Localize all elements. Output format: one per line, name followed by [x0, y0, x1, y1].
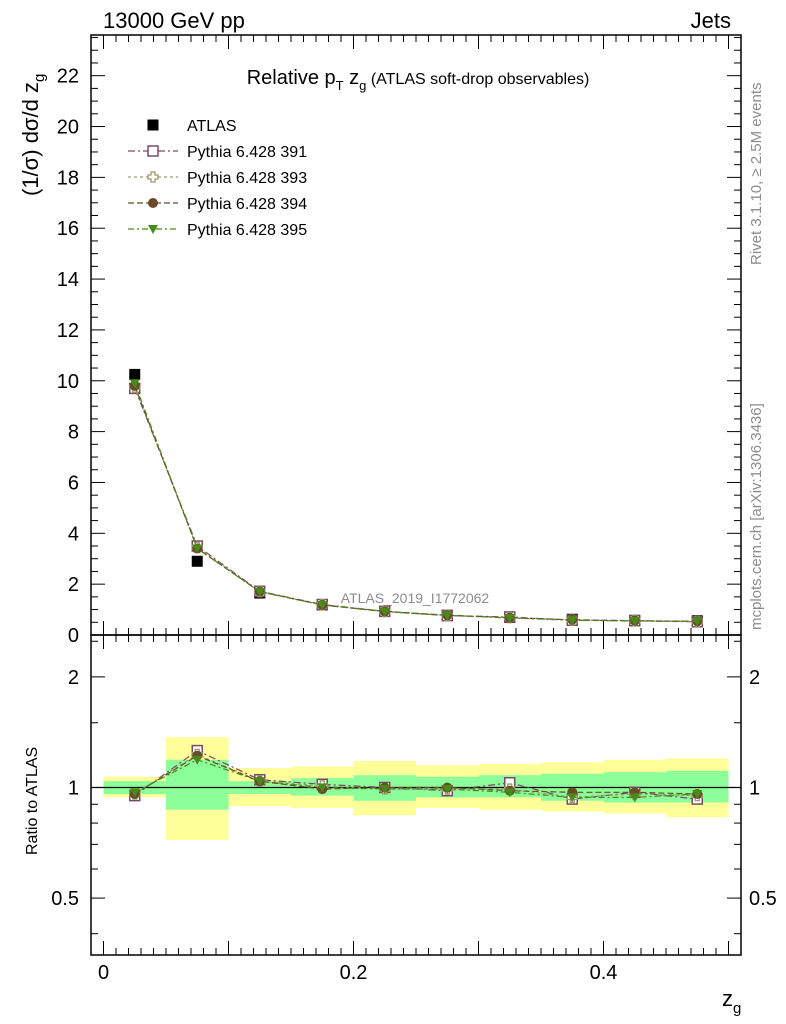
x-label-text: z — [722, 986, 733, 1011]
main-plot-area: 0 2 4 6 8 10 12 14 16 18 20 22 — [57, 34, 742, 647]
legend-marker-p393 — [147, 171, 159, 183]
main-point-p395-6 — [504, 613, 515, 623]
rivet-version-label: Rivet 3.1.10, ≥ 2.5M events — [748, 83, 765, 266]
legend-label-p395: Pythia 6.428 395 — [187, 222, 307, 239]
ratio-point-p395-8 — [629, 793, 640, 803]
analysis-watermark: ATLAS_2019_I1772062 — [341, 590, 490, 606]
main-y-tick-label: 22 — [57, 66, 79, 88]
title-sub-g: g — [359, 78, 366, 93]
legend-item-atlas: ATLAS — [147, 118, 237, 135]
legend-label-p394: Pythia 6.428 394 — [187, 196, 307, 213]
energy-label: 13000 GeV pp — [103, 8, 245, 33]
title-sub-t: T — [336, 78, 344, 93]
mcplots-label: mcplots.cern.ch [arXiv:1306.3436] — [748, 403, 765, 630]
ratio-line-p395 — [134, 759, 698, 798]
main-y-tick-label: 10 — [57, 371, 79, 393]
ratio-y-tick-label-right: 1 — [749, 777, 760, 799]
main-y-tick-label: 0 — [68, 625, 79, 647]
legend-label-p391: Pythia 6.428 391 — [187, 144, 307, 161]
legend: ATLAS Pythia 6.428 391 Pythia 6.428 393 Pyt… — [128, 118, 307, 239]
ratio-point-p395-3 — [317, 783, 328, 793]
process-label: Jets — [691, 8, 731, 33]
legend-item-p391: Pythia 6.428 391 — [128, 144, 307, 161]
main-y-tick-label: 4 — [68, 523, 79, 545]
legend-marker-p395 — [148, 225, 158, 234]
ratio-y-tick-label: 2 — [68, 667, 79, 689]
x-axis-label: zg — [722, 986, 741, 1017]
legend-label-atlas: ATLAS — [187, 118, 237, 135]
ratio-line-p394 — [134, 755, 698, 795]
title-main: Relative p — [247, 67, 336, 89]
ratio-y-tick-label: 1 — [68, 777, 79, 799]
main-y-tick-label: 2 — [68, 574, 79, 596]
legend-marker-atlas — [147, 119, 159, 131]
main-point-p395-7 — [567, 616, 578, 626]
ratio-plot-area: 0 0.2 0.4 0.5 0.5 1 1 2 2 — [51, 634, 777, 984]
main-point-p395-2 — [254, 587, 265, 597]
main-y-tick-label: 6 — [68, 472, 79, 494]
main-y-tick-label: 18 — [57, 167, 79, 189]
main-series-atlas — [129, 368, 703, 627]
ratio-point-p395-5 — [442, 785, 453, 795]
legend-item-p394: Pythia 6.428 394 — [128, 196, 307, 213]
y-label-text: (1/σ) dσ/d z — [18, 82, 43, 196]
x-label-sub: g — [733, 1000, 741, 1017]
ratio-point-p395-1 — [192, 755, 203, 765]
main-series-p395 — [129, 379, 703, 627]
plot-title: Relative pT zg (ATLAS soft-drop observab… — [247, 67, 590, 93]
legend-label-p393: Pythia 6.428 393 — [187, 170, 307, 187]
main-point-p395-8 — [629, 617, 640, 627]
main-line-p395 — [134, 383, 698, 622]
ratio-x-tick-label: 0.2 — [340, 962, 368, 984]
main-y-tick-label: 20 — [57, 117, 79, 139]
main-line-p393 — [134, 386, 698, 623]
ratio-y-tick-label: 0.5 — [51, 888, 79, 910]
main-point-atlas-1 — [191, 555, 203, 567]
main-point-p395-0 — [129, 379, 140, 389]
title-mid: z — [344, 67, 360, 89]
main-y-tick-label: 16 — [57, 218, 79, 240]
legend-item-p395: Pythia 6.428 395 — [128, 222, 307, 239]
legend-item-p393: Pythia 6.428 393 — [128, 170, 307, 187]
main-point-p395-1 — [192, 544, 203, 554]
ratio-series-p395 — [129, 755, 703, 803]
main-point-p395-5 — [442, 611, 453, 621]
ratio-y-axis: 0.5 0.5 1 1 2 2 — [51, 640, 777, 935]
main-line-p391 — [134, 388, 698, 623]
ratio-line-p393 — [134, 753, 698, 798]
main-point-p395-3 — [317, 601, 328, 610]
ratio-point-p395-4 — [379, 785, 390, 795]
main-y-axis: 0 2 4 6 8 10 12 14 16 18 20 22 — [57, 37, 741, 647]
ratio-y-tick-label-right: 2 — [749, 667, 760, 689]
title-rest: (ATLAS soft-drop observables) — [366, 71, 589, 88]
ratio-point-p395-6 — [504, 788, 515, 798]
ratio-x-tick-label: 0.4 — [590, 962, 618, 984]
main-line-p394 — [134, 385, 698, 622]
main-point-p395-4 — [379, 607, 390, 617]
ratio-point-p395-7 — [567, 793, 578, 803]
ratio-y-tick-label-right: 0.5 — [749, 888, 777, 910]
ratio-point-p395-9 — [692, 789, 703, 799]
y-axis-label-ratio: Ratio to ATLAS — [24, 747, 41, 855]
ratio-point-p395-0 — [129, 788, 140, 798]
main-point-p395-9 — [692, 617, 703, 627]
ratio-line-p391 — [134, 749, 698, 800]
main-y-tick-label: 14 — [57, 269, 79, 291]
ratio-x-tick-label: 0 — [98, 962, 109, 984]
ratio-point-p395-2 — [254, 777, 265, 787]
y-label-sub: g — [31, 74, 48, 82]
y-axis-label-main: (1/σ) dσ/d zg — [18, 74, 48, 196]
legend-marker-p394 — [148, 198, 158, 208]
main-y-tick-label: 8 — [68, 422, 79, 444]
legend-marker-p391 — [147, 145, 159, 157]
main-y-tick-label: 12 — [57, 320, 79, 342]
main-point-atlas-0 — [129, 368, 141, 380]
